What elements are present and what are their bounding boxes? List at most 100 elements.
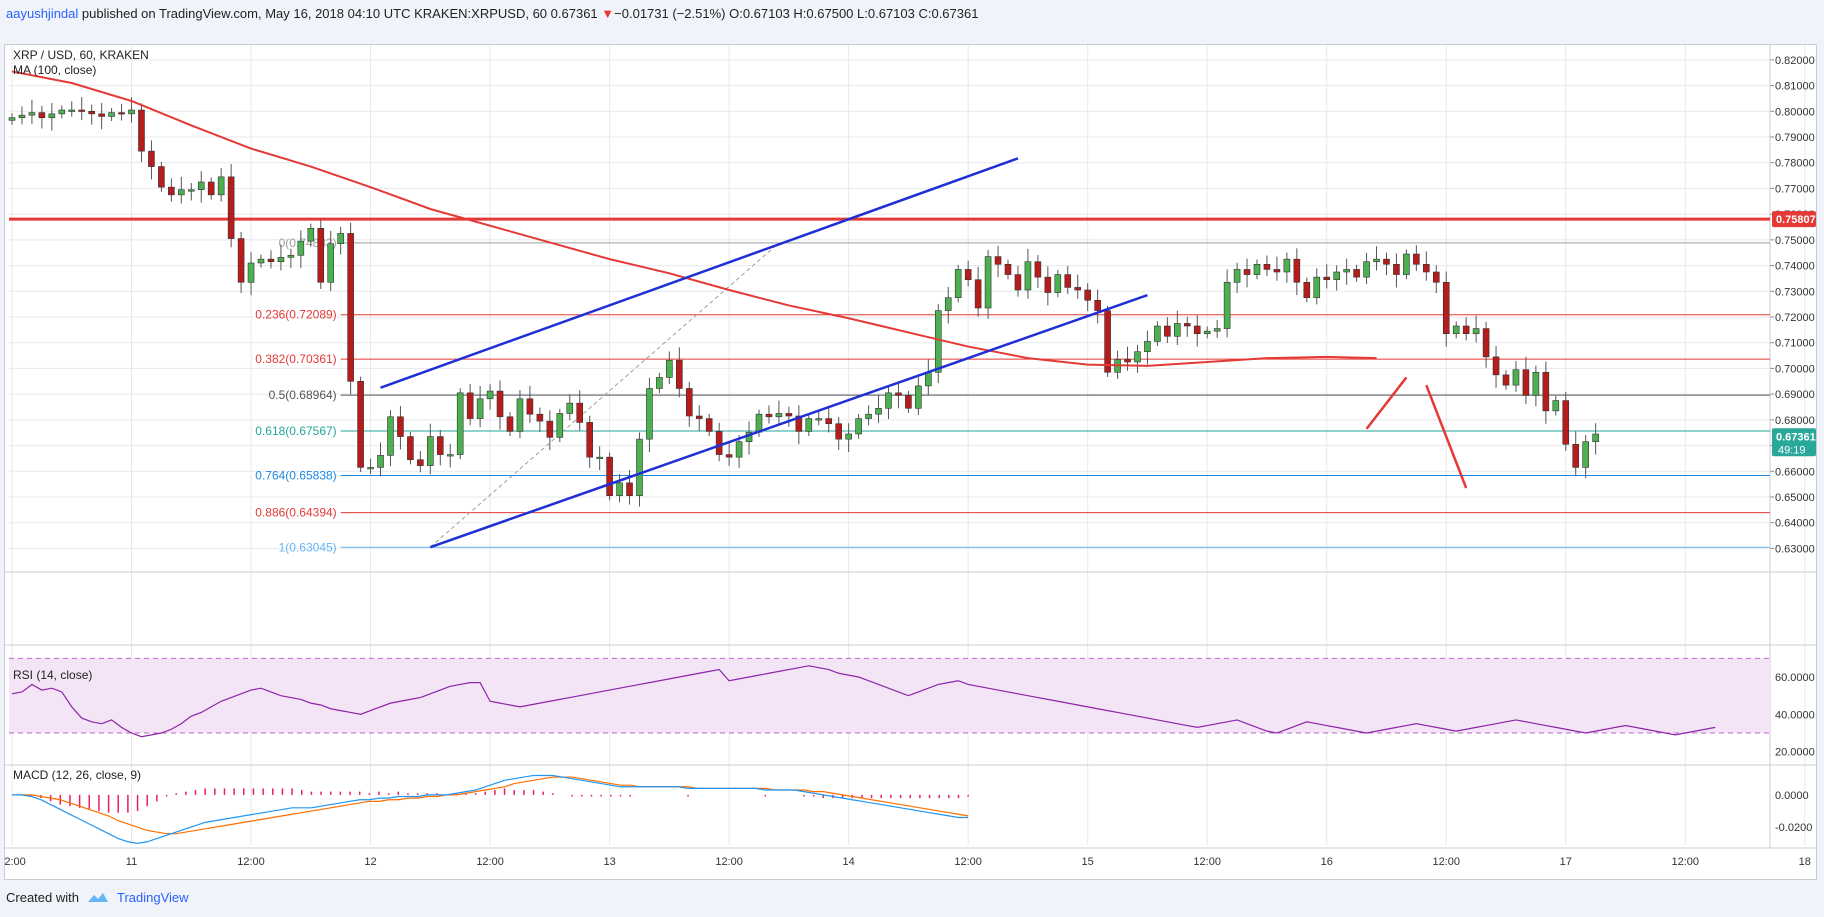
footer: Created with TradingView [6,890,189,905]
candle-body [556,413,564,438]
projection-down-line [1425,384,1468,489]
macd-title: MACD (12, 26, close, 9) [13,768,141,782]
rsi-line [11,665,1716,738]
candle-body [576,402,584,423]
candle-body [277,257,285,263]
publish-info: published on TradingView.com, May 16, 20… [78,6,411,21]
candle-body [88,110,95,115]
candle-body [656,377,663,389]
chart-canvas[interactable]: 0.82000 0.81000 0.80000 0.79000 0.78000 0.770… [5,45,1816,879]
bar-countdown-label: 49:19 [1778,444,1806,456]
candle-body [138,109,145,152]
candle-body [1492,356,1500,376]
y-tick-label: 0.71000 [1775,338,1815,350]
created-with-label: Created with [6,890,79,905]
candle-body [775,413,783,418]
candle-body [1333,271,1340,281]
candle-body [1193,325,1201,335]
candle-body [1034,261,1042,278]
candle-body [158,166,165,188]
candle-body [516,398,524,432]
channel-lower-line [429,293,1148,549]
candle-body [1323,276,1331,281]
candle-body [456,392,464,455]
y-tick-label: 0.82000 [1775,55,1815,67]
rsi-tick-label: 60.0000 [1775,672,1815,684]
candle-body [466,392,474,419]
candle-body [397,416,404,437]
candle-body [1124,359,1131,363]
x-tick-label: 12:00 [1193,856,1221,868]
y-tick-label: 0.64000 [1775,518,1815,530]
candle-body [905,395,912,409]
chart-title: XRP / USD, 60, KRAKEN [13,48,149,62]
candle-body [1582,441,1589,468]
candle-body [1423,263,1430,273]
candle-body [18,114,26,119]
projection-up-line [1365,376,1408,430]
candle-body [1552,400,1560,412]
candle-body [1094,299,1101,311]
candle-body [267,258,275,263]
candle-body [1363,261,1370,278]
candle-body [1233,269,1241,283]
candle-body [566,402,574,414]
x-tick-label: 12:00 [715,856,743,868]
fib-level-label: 0.382(0.70361) [255,352,336,366]
y-tick-label: 0.63000 [1775,543,1815,555]
candle-body [606,456,613,497]
rsi-tick-label: 40.0000 [1775,709,1815,721]
candle-body [327,243,335,283]
publish-header: aayushjindal published on TradingView.co… [6,6,978,21]
candle-body [407,436,414,461]
candle-body [1164,325,1171,337]
candle-body [785,413,793,417]
candle-body [486,390,494,400]
candle-body [795,415,803,432]
candle-body [446,454,454,457]
candle-body [1542,371,1550,412]
candle-body [974,279,982,309]
author-link[interactable]: aayushjindal [6,6,79,21]
candle-body [48,113,56,119]
candle-body [735,441,743,458]
candle-body [875,407,882,415]
y-tick-label: 0.79000 [1775,132,1815,144]
candle-body [865,413,872,419]
y-tick-label: 0.65000 [1775,492,1815,504]
candle-body [1413,253,1420,265]
candle-body [1044,276,1052,293]
candle-body [1403,253,1410,275]
current-price-tag [1772,428,1816,457]
candle-body [257,258,265,264]
candle-body [546,420,554,438]
y-tick-label: 0.81000 [1775,81,1815,93]
ohlc-values: O:0.67103 H:0.67500 L:0.67103 C:0.67361 [729,6,979,21]
tradingview-link[interactable]: TradingView [116,890,189,905]
candle-body [1512,369,1520,386]
candle-body [148,150,155,167]
down-arrow-icon: ▼ [601,6,615,21]
macd-line [12,774,969,844]
candle-body [347,233,354,382]
candle-body [944,297,952,311]
candle-body [1263,263,1271,270]
candle-body [28,112,36,116]
y-tick-label: 0.78000 [1775,158,1815,170]
candle-body [994,256,1002,265]
candle-body [317,227,325,283]
candle-body [626,482,633,497]
x-tick-label: 12:00 [1432,856,1460,868]
chart-panel[interactable]: 0.82000 0.81000 0.80000 0.79000 0.78000 0.770… [4,44,1817,880]
moving-average-line [11,70,1377,367]
candle-body [227,176,235,239]
candle-body [337,233,344,245]
candle-body [197,181,205,191]
candle-body [1064,274,1072,288]
current-price-label: 0.67361 [1776,431,1816,443]
candle-body [845,433,852,440]
candle-body [367,467,374,470]
x-tick-label: 12:00 [1672,856,1700,868]
x-tick-label: 14 [843,856,855,868]
candle-body [1174,323,1181,337]
